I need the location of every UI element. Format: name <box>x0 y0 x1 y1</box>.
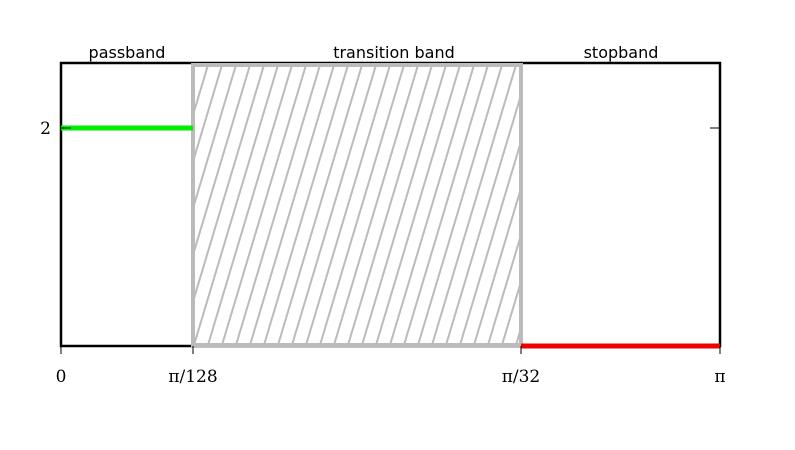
hatch-line <box>194 65 223 162</box>
hatch-line <box>445 91 521 345</box>
hatch-line <box>263 65 349 345</box>
hatch-line <box>207 65 293 345</box>
transition-band-region <box>191 63 523 347</box>
x-tick-label-stop-edge: π/32 <box>502 367 541 387</box>
hatch-line <box>194 65 237 209</box>
hatch-line <box>194 65 251 256</box>
x-tick-label-end: π <box>714 367 725 387</box>
hatch-line <box>459 138 521 345</box>
hatch-line <box>277 65 363 345</box>
hatch-line <box>333 65 419 345</box>
hatch-line <box>431 65 517 345</box>
hatch-line <box>487 231 521 345</box>
passband-label: passband <box>89 43 166 62</box>
hatch-line <box>389 65 475 345</box>
y-tick-label-2: 2 <box>40 119 51 139</box>
hatch-line <box>501 278 521 345</box>
hatch-line <box>515 324 521 345</box>
hatch-line <box>249 65 335 345</box>
hatch-line <box>305 65 391 345</box>
x-tick-label-pass-edge: π/128 <box>168 367 217 387</box>
hatch-line <box>291 65 377 345</box>
hatch-line <box>473 184 521 345</box>
hatch-line <box>235 65 321 345</box>
hatch-line <box>361 65 447 345</box>
transition-hatch <box>194 65 614 345</box>
hatch-line <box>319 65 405 345</box>
hatch-line <box>417 65 503 345</box>
x-tick-label-zero: 0 <box>56 367 67 387</box>
transition-band-label: transition band <box>333 43 455 62</box>
hatch-line <box>194 65 209 116</box>
hatch-line <box>403 65 489 345</box>
stopband-label: stopband <box>584 43 659 62</box>
hatch-line <box>530 65 614 345</box>
hatch-line <box>375 65 461 345</box>
hatch-line <box>194 65 265 302</box>
hatch-line <box>347 65 433 345</box>
hatch-line <box>194 65 279 345</box>
hatch-line <box>221 65 307 345</box>
hatch-line <box>194 65 195 69</box>
